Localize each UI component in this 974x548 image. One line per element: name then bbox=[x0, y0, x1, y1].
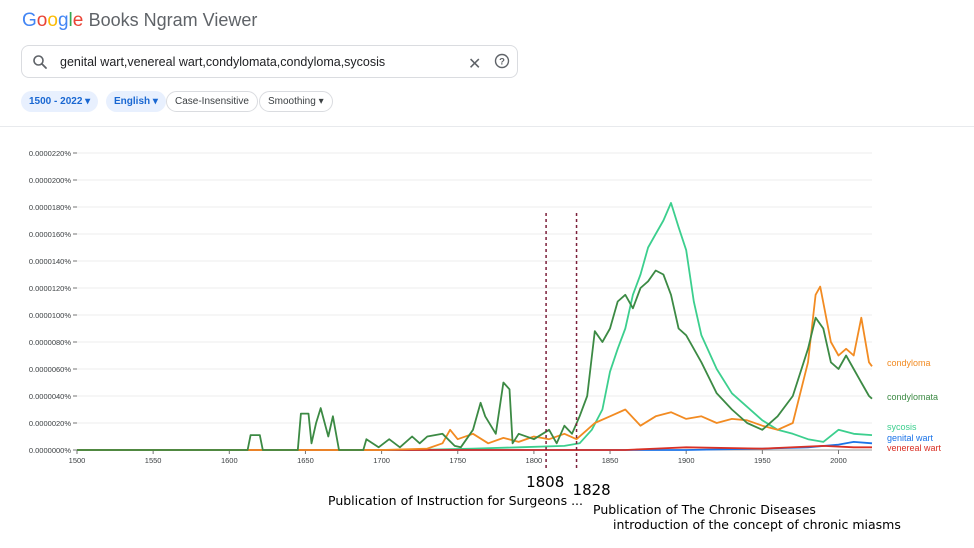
case-label: Case-Insensitive bbox=[175, 96, 249, 107]
logo-letter: g bbox=[57, 10, 69, 31]
smoothing-dropdown[interactable]: Smoothing ▾ bbox=[259, 91, 333, 112]
series-label: condylomata bbox=[887, 392, 938, 402]
series-line-sycosis bbox=[77, 202, 873, 451]
search-box[interactable]: genital wart,venereal wart,condylomata,c… bbox=[21, 45, 518, 78]
help-circle-icon[interactable]: ? bbox=[494, 53, 510, 69]
logo-letter: e bbox=[72, 10, 84, 31]
x-tick-label: 1800 bbox=[526, 456, 543, 465]
x-tick-label: 1850 bbox=[602, 456, 619, 465]
logo-letter: G bbox=[22, 10, 37, 31]
year-range-label: 1500 - 2022 bbox=[29, 96, 83, 107]
x-tick-label: 1600 bbox=[221, 456, 238, 465]
app-title: Books Ngram Viewer bbox=[88, 10, 258, 30]
x-tick-label: 1550 bbox=[145, 456, 162, 465]
logo-letter: o bbox=[36, 10, 48, 31]
y-tick-label: 0.0000200% bbox=[29, 176, 71, 185]
annotation-year-label: 1828 bbox=[573, 481, 611, 499]
annotation-text: Publication of Instruction for Surgeons … bbox=[328, 493, 583, 508]
search-input[interactable]: genital wart,venereal wart,condylomata,c… bbox=[60, 55, 386, 69]
series-label: sycosis bbox=[887, 422, 917, 432]
x-tick-label: 1900 bbox=[678, 456, 695, 465]
y-tick-label: 0.0000220% bbox=[29, 149, 71, 158]
x-tick-label: 2000 bbox=[830, 456, 847, 465]
y-tick-label: 0.0000080% bbox=[29, 338, 71, 347]
chevron-down-icon: ▾ bbox=[152, 96, 158, 107]
series-line-venereal-wart bbox=[77, 445, 872, 451]
series-label: venereal wart bbox=[887, 443, 942, 453]
y-tick-label: 0.0000160% bbox=[29, 230, 71, 239]
case-insensitive-toggle[interactable]: Case-Insensitive bbox=[166, 91, 258, 112]
google-logo: Google bbox=[22, 10, 89, 31]
y-tick-label: 0.0000100% bbox=[29, 311, 71, 320]
year-range-dropdown[interactable]: 1500 - 2022 ▾ bbox=[21, 91, 99, 112]
close-icon[interactable]: ✕ bbox=[468, 56, 482, 73]
smoothing-label: Smoothing bbox=[268, 96, 316, 107]
x-tick-label: 1950 bbox=[754, 456, 771, 465]
annotation-text: introduction of the concept of chronic m… bbox=[613, 517, 901, 532]
series-label: genital wart bbox=[887, 433, 934, 443]
y-tick-label: 0.0000000% bbox=[29, 446, 71, 455]
chevron-down-icon: ▾ bbox=[85, 96, 91, 107]
y-tick-label: 0.0000180% bbox=[29, 203, 71, 212]
y-tick-label: 0.0000140% bbox=[29, 257, 71, 266]
annotation-text: Publication of The Chronic Diseases bbox=[593, 502, 816, 517]
series-line-condylomata bbox=[77, 269, 873, 451]
header-divider bbox=[0, 126, 974, 127]
x-tick-label: 1750 bbox=[449, 456, 466, 465]
x-tick-label: 1700 bbox=[373, 456, 390, 465]
language-dropdown[interactable]: English ▾ bbox=[106, 91, 166, 112]
logo-letter: o bbox=[47, 10, 58, 31]
y-tick-label: 0.0000120% bbox=[29, 284, 71, 293]
series-line-condyloma bbox=[77, 285, 873, 451]
y-tick-label: 0.0000040% bbox=[29, 392, 71, 401]
x-tick-label: 1500 bbox=[69, 456, 86, 465]
chevron-down-icon: ▾ bbox=[318, 96, 324, 107]
logo-letter: l bbox=[68, 10, 73, 31]
x-tick-label: 1650 bbox=[297, 456, 314, 465]
svg-text:?: ? bbox=[499, 57, 505, 68]
y-tick-label: 0.0000020% bbox=[29, 419, 71, 428]
language-label: English bbox=[114, 96, 151, 107]
annotation-year-label: 1808 bbox=[526, 473, 564, 491]
y-tick-label: 0.0000060% bbox=[29, 365, 71, 374]
app-logo: Google Books Ngram Viewer bbox=[22, 10, 257, 32]
series-label: condyloma bbox=[887, 358, 931, 368]
search-icon bbox=[33, 55, 47, 69]
